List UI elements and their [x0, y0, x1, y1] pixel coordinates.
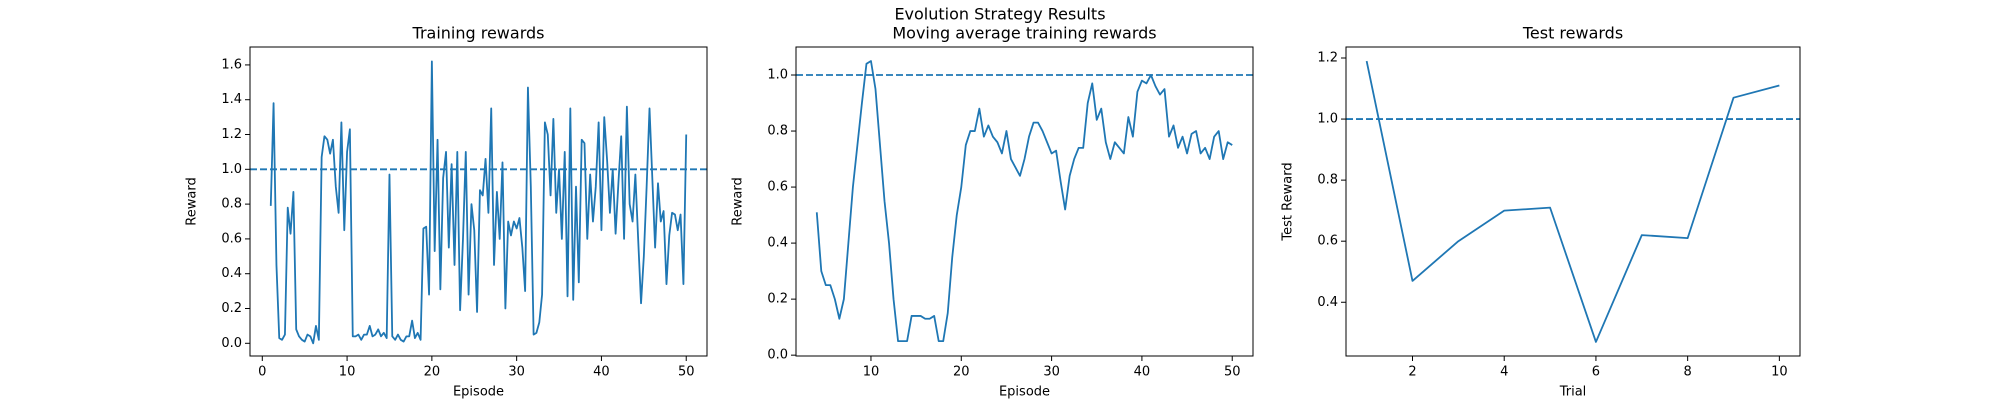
data-line [269, 60, 688, 345]
x-tick-label: 20 [953, 365, 970, 380]
y-tick-label: 0.2 [221, 301, 242, 316]
axes-frame [249, 46, 708, 357]
y-tick-label: 1.0 [221, 162, 242, 177]
figure-title: Evolution Strategy Results [894, 5, 1105, 24]
x-tick-label: 30 [1043, 365, 1060, 380]
x-tick-label: 10 [863, 365, 880, 380]
x-tick-label: 40 [593, 365, 610, 380]
axes-frame [1345, 46, 1801, 357]
x-tick-label: 50 [1224, 365, 1241, 380]
x-tick-label: 6 [1592, 365, 1600, 380]
x-tick-label: 40 [1134, 365, 1151, 380]
y-tick-label: 0.0 [221, 336, 242, 351]
y-tick-label: 0.0 [767, 348, 788, 363]
y-tick-label: 0.6 [767, 180, 788, 195]
x-tick-label: 2 [1408, 365, 1416, 380]
x-axis-label: Episode [999, 385, 1050, 400]
y-axis-label: Reward [185, 177, 200, 225]
y-tick-label: 0.8 [767, 124, 788, 139]
y-tick-label: 1.0 [767, 68, 788, 83]
x-axis-label: Episode [453, 385, 504, 400]
y-tick-label: 0.8 [221, 197, 242, 212]
y-axis-label: Test Reward [1281, 162, 1296, 241]
data-line [815, 60, 1233, 343]
y-tick-label: 1.6 [221, 57, 242, 72]
x-tick-label: 10 [339, 365, 356, 380]
axes-frame [795, 46, 1254, 357]
y-tick-label: 0.6 [1317, 234, 1338, 249]
y-tick-label: 0.4 [1317, 295, 1338, 310]
x-tick-label: 30 [508, 365, 525, 380]
axes-title: Training rewards [412, 24, 545, 43]
x-tick-label: 20 [424, 365, 441, 380]
y-tick-label: 0.6 [221, 231, 242, 246]
x-tick-label: 8 [1684, 365, 1692, 380]
axes-title: Test rewards [1522, 24, 1623, 43]
y-tick-label: 1.4 [221, 92, 242, 107]
y-axis-label: Reward [731, 177, 746, 225]
data-line [1365, 60, 1780, 343]
y-tick-label: 1.2 [1317, 50, 1338, 65]
y-tick-label: 0.2 [767, 292, 788, 307]
y-tick-label: 0.4 [221, 266, 242, 281]
x-tick-label: 4 [1500, 365, 1508, 380]
x-tick-label: 0 [258, 365, 266, 380]
y-tick-label: 1.2 [221, 127, 242, 142]
y-tick-label: 1.0 [1317, 112, 1338, 127]
y-tick-label: 0.8 [1317, 173, 1338, 188]
x-axis-label: Trial [1559, 385, 1587, 400]
axes-title: Moving average training rewards [892, 24, 1156, 43]
x-tick-label: 10 [1771, 365, 1788, 380]
x-tick-label: 50 [678, 365, 695, 380]
y-tick-label: 0.4 [767, 236, 788, 251]
